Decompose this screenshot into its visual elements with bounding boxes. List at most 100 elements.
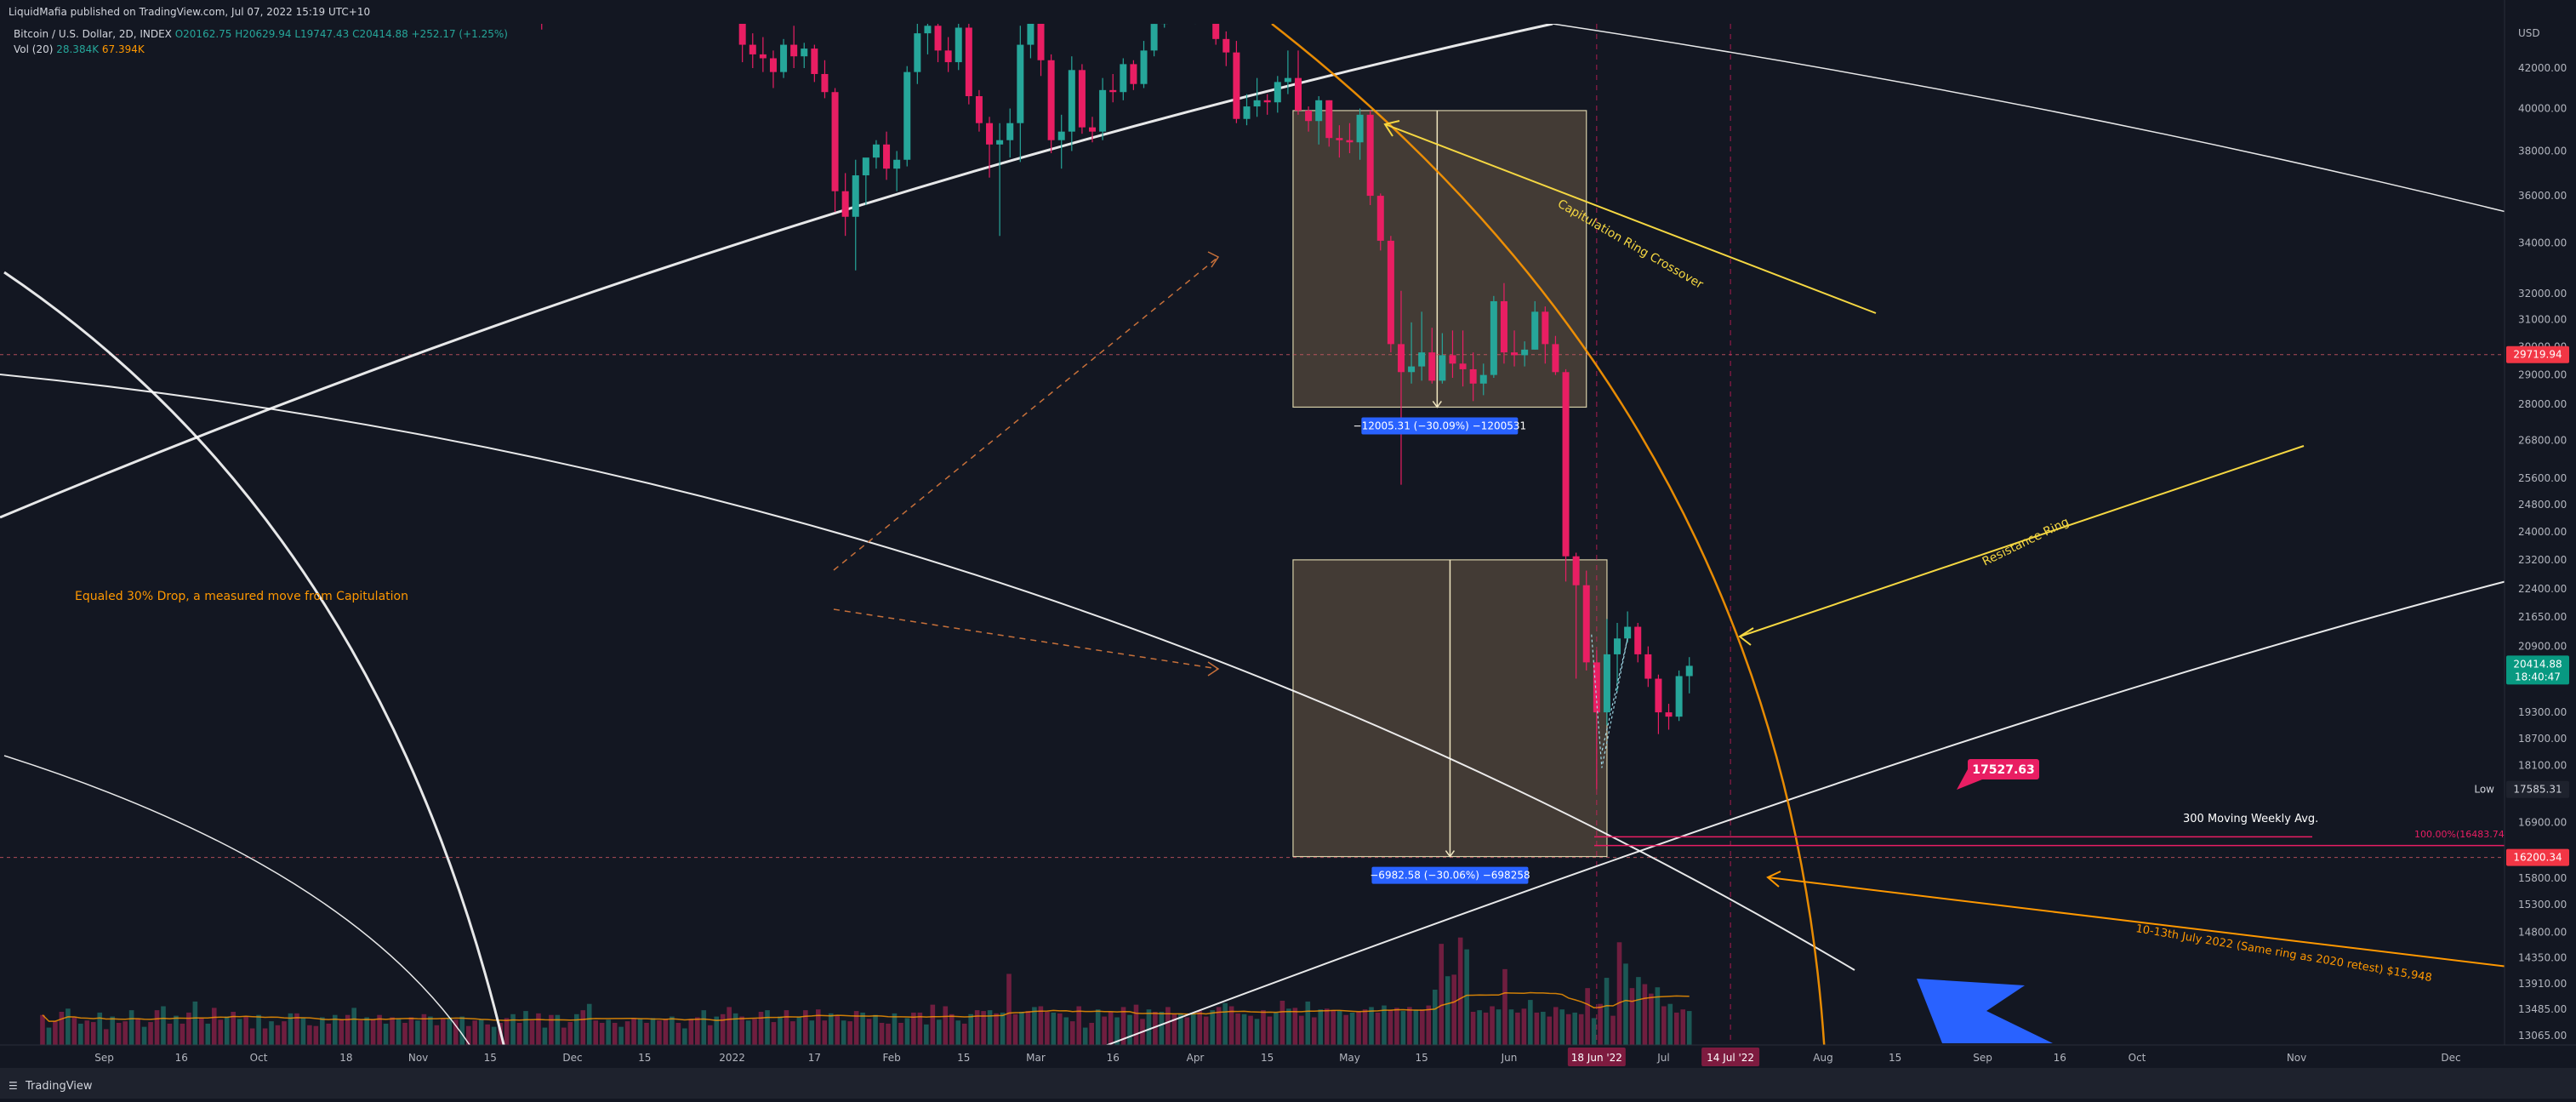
price-badge-2[interactable]: 16200.34: [2506, 848, 2569, 866]
time-highlight-text: 18 Jun '22: [1571, 1052, 1622, 1064]
volume-bar: [911, 1012, 916, 1045]
volume-bar: [211, 1008, 217, 1045]
volume-bar: [657, 1020, 662, 1045]
volume-bar: [924, 1024, 929, 1045]
volume-bar: [937, 1019, 942, 1045]
volume-bar: [796, 1017, 802, 1045]
candle-body: [1109, 89, 1117, 93]
time-highlight-2[interactable]: 14 Jul '22: [1701, 1048, 1760, 1066]
volume-bar: [103, 1029, 109, 1045]
volume-bar: [835, 1015, 841, 1045]
candle-body: [1346, 140, 1354, 143]
price-badge-1[interactable]: 29719.94: [2506, 345, 2569, 363]
volume-bar: [1305, 1001, 1311, 1045]
volume-bar: [472, 1020, 478, 1045]
volume-bar: [40, 1014, 45, 1045]
volume-bar: [1254, 1019, 1260, 1045]
price-tick-label: 25600.00: [2518, 472, 2567, 484]
candle-body: [1366, 114, 1374, 197]
volume-bar: [313, 1025, 319, 1045]
plot-area[interactable]: [0, 0, 2510, 1055]
volume-bar: [1120, 1007, 1126, 1045]
candle-body: [1418, 352, 1426, 367]
measure-box-1[interactable]: [1292, 110, 1587, 408]
volume-bar: [555, 1014, 561, 1045]
volume-bar: [1082, 1027, 1088, 1045]
volume-bar: [90, 1022, 96, 1045]
volume-bar: [97, 1012, 103, 1045]
measure-label-2[interactable]: −6982.58 (−30.06%) −698258: [1370, 866, 1530, 884]
price-tick-label: 28000.00: [2518, 398, 2567, 410]
volume-bar: [71, 1017, 77, 1045]
price-tick-label: 15300.00: [2518, 899, 2567, 911]
volume-bar: [930, 1004, 936, 1045]
time-tick-label: Jul: [1656, 1052, 1669, 1064]
volume-bar: [408, 1017, 414, 1045]
volume-bar: [727, 1007, 732, 1045]
volume-bar: [1102, 1016, 1107, 1045]
projection-arrow-lower: [833, 608, 1219, 670]
volume-bar: [593, 1020, 599, 1045]
volume-bar: [866, 1019, 872, 1045]
volume-bar: [300, 1018, 306, 1045]
volume-bar: [167, 1023, 173, 1045]
volume-bar: [326, 1023, 332, 1045]
volume-bar: [682, 1028, 687, 1045]
candle-body: [1490, 300, 1497, 375]
measure-label-1-text: −12005.31 (−30.09%) −1200531: [1354, 420, 1527, 431]
volume-bar: [1547, 1016, 1553, 1045]
time-tick-label: Sep: [94, 1052, 114, 1064]
candle-body: [1459, 363, 1467, 369]
volume-bar: [1464, 949, 1469, 1045]
measure-box-rect: [1292, 110, 1587, 408]
volume-bar: [1299, 1015, 1304, 1045]
price-tick-label: 13910.00: [2518, 978, 2567, 990]
volume-bar: [803, 1010, 808, 1045]
volume-bar: [231, 1012, 237, 1045]
candle-body: [841, 191, 849, 217]
volume-bar: [205, 1023, 211, 1045]
volume-bar: [1159, 1012, 1165, 1045]
volume-bar: [1483, 1012, 1489, 1045]
time-tick-label: 16: [1107, 1052, 1120, 1064]
volume-bars: [40, 937, 1692, 1045]
volume-bar: [218, 1019, 224, 1045]
candle-body: [1017, 44, 1024, 123]
volume-bar: [1521, 1008, 1527, 1045]
volume-bar: [778, 1016, 783, 1045]
price-badge-low[interactable]: 17585.31: [2506, 780, 2569, 798]
volume-bar: [516, 1023, 522, 1045]
time-tick-label: Apr: [1187, 1052, 1205, 1064]
candle-body: [883, 144, 891, 169]
price-tick-label: 13065.00: [2518, 1030, 2567, 1042]
time-highlight-1[interactable]: 18 Jun '22: [1567, 1048, 1626, 1066]
volume-bar: [84, 1020, 90, 1045]
candle-body: [934, 26, 942, 51]
candle-body: [1387, 240, 1394, 345]
projection-arrow-upper: [833, 256, 1219, 571]
volume-bar: [580, 1010, 586, 1045]
volume-bar: [1114, 1017, 1120, 1045]
volume-bar: [1089, 1023, 1094, 1045]
badge-17527[interactable]: 17527.63: [1957, 759, 2039, 790]
volume-bar: [1413, 1010, 1419, 1045]
ring-resistance: [1104, 580, 2505, 1045]
footer-bg: [0, 1068, 2576, 1099]
volume-bar: [1636, 977, 1641, 1045]
candle-body: [1521, 349, 1529, 356]
badge-17527-bg: [1968, 759, 2039, 779]
time-tick-label: Oct: [250, 1052, 268, 1064]
price-badge-current-value: 20414.88: [2513, 658, 2562, 670]
candle-body: [1479, 374, 1487, 384]
price-badge-low-bg: [2506, 780, 2569, 798]
volume-bar: [1000, 1012, 1006, 1045]
measure-box-2[interactable]: [1292, 559, 1608, 858]
candle-body: [1511, 352, 1519, 356]
volume-value-2: 67.394K: [102, 43, 145, 55]
price-tick-label: 38000.00: [2518, 145, 2567, 157]
measure-label-1[interactable]: −12005.31 (−30.09%) −1200531: [1354, 417, 1527, 435]
volume-bar: [961, 1023, 967, 1045]
